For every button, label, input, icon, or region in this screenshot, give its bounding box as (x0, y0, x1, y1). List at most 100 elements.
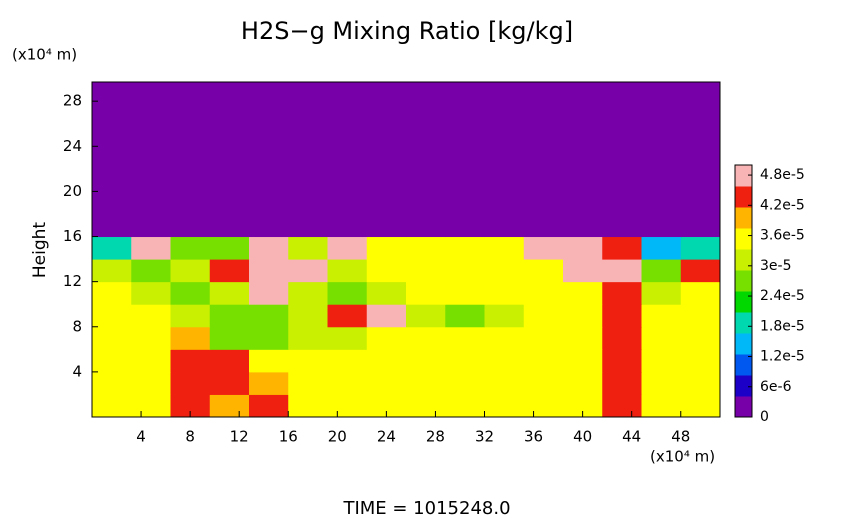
cell (484, 304, 525, 328)
y-tick-label: 8 (72, 317, 82, 335)
cell (327, 236, 368, 260)
cell (288, 82, 328, 238)
cell (288, 304, 328, 328)
cell (602, 371, 642, 395)
cell (523, 304, 564, 328)
cell (131, 349, 171, 373)
cell (484, 281, 525, 305)
colorbar-swatch (735, 186, 752, 208)
cell (249, 304, 289, 328)
cell (249, 349, 289, 373)
plot-frame (91, 81, 721, 418)
cell (445, 236, 485, 260)
cell (563, 82, 603, 238)
cell (484, 326, 525, 350)
cell (288, 281, 328, 305)
cell (288, 326, 328, 350)
cell (170, 259, 211, 283)
cell (484, 82, 525, 238)
cell (406, 281, 446, 305)
cell (523, 371, 564, 395)
cell (327, 349, 368, 373)
cell (641, 371, 682, 395)
cell (131, 82, 171, 238)
x-tick-label: 32 (475, 428, 494, 446)
cell (288, 371, 328, 395)
cell (563, 236, 603, 260)
colorbar-swatch (735, 291, 752, 313)
colorbar-tick-label: 0 (760, 409, 769, 425)
cell (484, 349, 525, 373)
colorbar-swatch (735, 228, 752, 250)
cell (366, 326, 407, 350)
x-tick-label: 4 (136, 428, 146, 446)
cell (249, 371, 289, 395)
cell (641, 349, 682, 373)
y-tick-label: 24 (63, 137, 82, 155)
colorbar-swatch (735, 375, 752, 397)
colorbar-tick-label: 4.2e-5 (760, 197, 805, 213)
cell (92, 304, 132, 328)
x-tick-label: 48 (671, 428, 690, 446)
x-tick-label: 20 (328, 428, 347, 446)
cell (327, 304, 368, 328)
cell (170, 82, 211, 238)
cell (131, 304, 171, 328)
cell (523, 394, 564, 418)
colorbar-frame (734, 164, 753, 418)
colorbar-swatch (735, 312, 752, 334)
colorbar-tick-label: 6e-6 (760, 379, 792, 395)
cell (209, 82, 250, 238)
colorbar-tick-label: 3.6e-5 (760, 228, 805, 244)
cell (131, 281, 171, 305)
cell (641, 236, 682, 260)
y-tick-label: 28 (63, 92, 82, 110)
cell (327, 326, 368, 350)
cell (641, 394, 682, 418)
cell (406, 259, 446, 283)
y-axis-label: Height (30, 222, 50, 279)
x-tick-label: 36 (524, 428, 543, 446)
cell (170, 371, 211, 395)
cell (209, 326, 250, 350)
cell (92, 326, 132, 350)
cell (523, 236, 564, 260)
cell (327, 371, 368, 395)
cell (249, 236, 289, 260)
cell (406, 304, 446, 328)
cell (602, 281, 642, 305)
cell (602, 304, 642, 328)
cell (327, 281, 368, 305)
cell (92, 394, 132, 418)
cell (563, 304, 603, 328)
cell (602, 259, 642, 283)
cell (641, 82, 682, 238)
cell (366, 371, 407, 395)
x-tick-label: 44 (622, 428, 641, 446)
cell (92, 371, 132, 395)
cell (209, 371, 250, 395)
cell (92, 281, 132, 305)
cell (327, 82, 368, 238)
cell (249, 259, 289, 283)
colorbar-swatch (735, 270, 752, 292)
colorbar-tick-label: 3e-5 (760, 258, 791, 274)
cell (445, 304, 485, 328)
cell (131, 326, 171, 350)
cell (602, 394, 642, 418)
cell (523, 281, 564, 305)
cell (641, 281, 682, 305)
cell (288, 236, 328, 260)
cell (563, 394, 603, 418)
cell (92, 349, 132, 373)
cell (680, 236, 721, 260)
chart-title: H2S−g Mixing Ratio [kg/kg] (241, 17, 573, 45)
x-tick-label: 8 (185, 428, 195, 446)
x-unit: (x10⁴ m) (650, 448, 715, 466)
cell (406, 349, 446, 373)
y-unit: (x10⁴ m) (12, 46, 77, 64)
cell (445, 281, 485, 305)
cell (680, 371, 721, 395)
colorbar-swatch (735, 249, 752, 271)
cell (680, 304, 721, 328)
